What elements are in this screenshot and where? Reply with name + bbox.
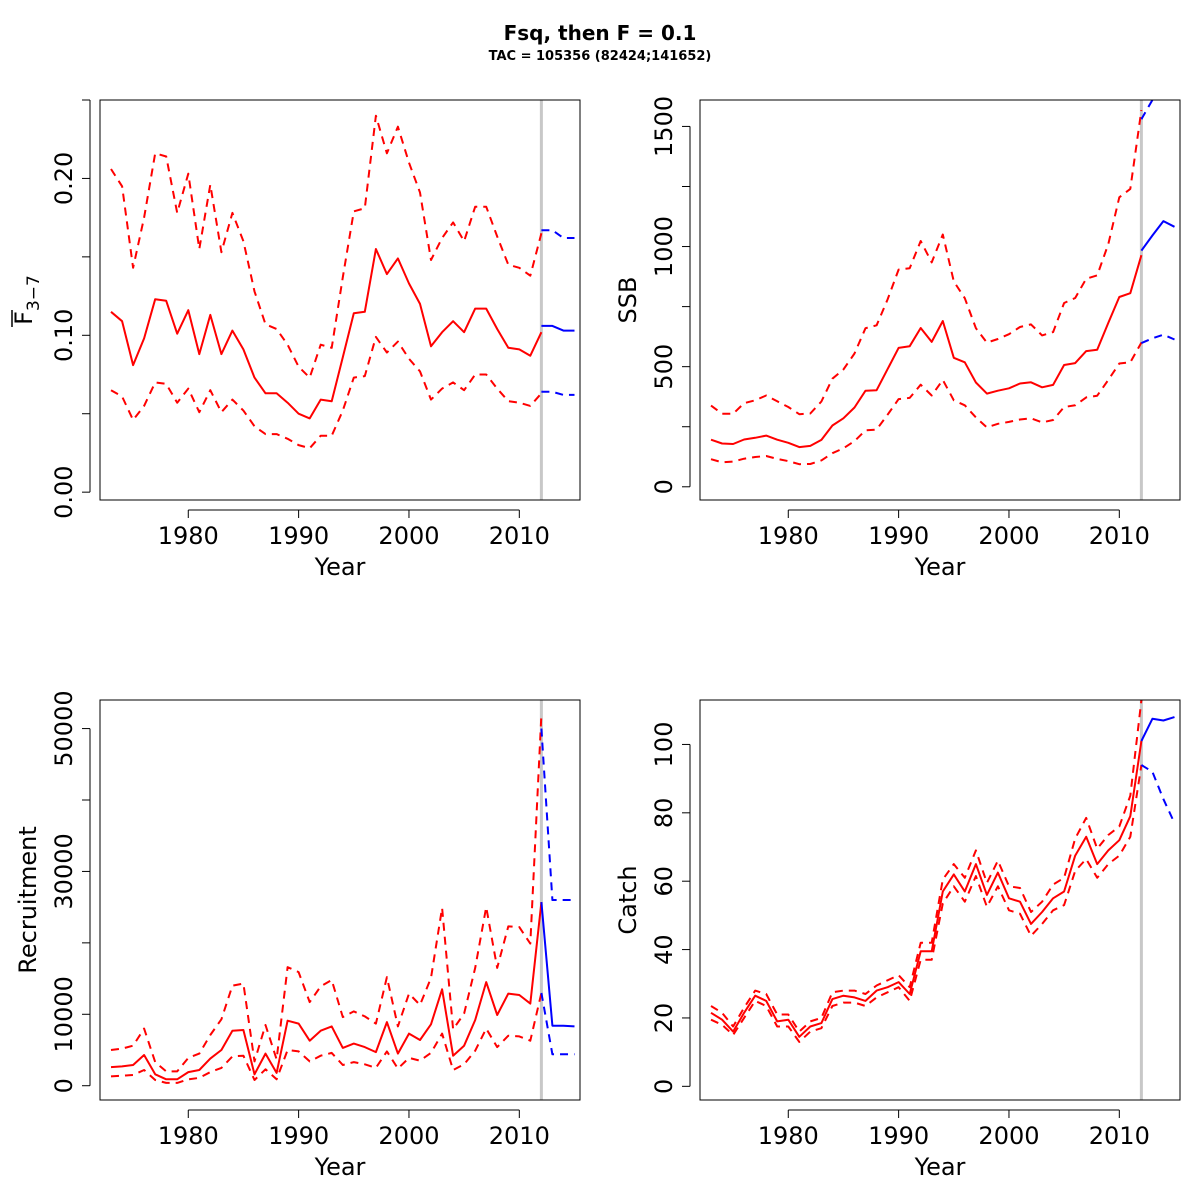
panel-ssb-projection-upper-line [1140,100,1154,120]
panel-catch-history-upper-line [710,700,1143,1033]
panel-catch-y-tick-label: 80 [650,798,678,829]
panel-f-mean-y-tick-label: 0.00 [50,465,78,518]
panel-catch-x-tick-label: 2000 [978,1122,1039,1150]
panel-recruitment-xlabel: Year [314,1153,366,1181]
panel-recruitment-x-tick-label: 1990 [268,1122,329,1150]
panel-catch-frame [699,699,1181,1101]
panel-ssb-x-tick-label: 1980 [758,522,819,550]
panel-recruitment-x-tick-label: 2010 [489,1122,550,1150]
panel-f-mean-projection-median-line [541,324,575,332]
panel-ssb-x-tick-label: 1990 [868,522,929,550]
panel-ssb-y-tick-label: 500 [650,344,678,390]
panel-recruitment-projection-lower-line [540,992,575,1056]
panel-recruitment-y-tick-label: 10000 [50,976,78,1052]
panel-ssb-history-lower-line [710,342,1143,466]
panel-recruitment-y-tick-label: 50000 [50,690,78,766]
panel-f-mean-y-tick-label: 0.20 [50,152,78,205]
panel-recruitment-projection-median-line [540,902,575,1028]
panel-ssb-ylabel: SSB [614,277,642,324]
panel-f-mean-plot: 0.00 0.10 0.20 1980 1990 2000 2010 [50,99,581,550]
panel-ssb-y-tick-label: 1000 [650,216,678,277]
panel-catch-xlabel: Year [914,1153,966,1181]
panel-catch-projection-lower-line [1140,764,1176,824]
panel-ssb-projection-lower-line [1141,333,1175,345]
panel-catch-plot: 0 20 40 60 80 100 1980 1990 2000 2010 [650,699,1181,1150]
panel-catch-y-tick-label: 40 [650,934,678,965]
panel-f-mean-x-tick-label: 2010 [489,522,550,550]
panel-catch-series [710,700,1176,1043]
panel-ssb-xlabel: Year [914,553,966,581]
panel-catch-ylabel: Catch [614,865,642,934]
panel-catch-projection-upper-line [1141,700,1143,701]
panel-ssb: 0 500 1000 1500 1980 1990 2000 2010 Year SSB [614,96,1181,581]
panel-recruitment-frame [99,699,581,1101]
panel-recruitment-projection-upper-line [540,728,575,901]
panel-catch-x-tick-label: 1990 [868,1122,929,1150]
figure-title: Fsq, then F = 0.1 [504,21,697,45]
panel-ssb-series [710,100,1175,466]
panel-recruitment-series [110,714,575,1084]
panel-f-mean-history-upper-line [110,114,543,379]
panel-f-mean-y-tick-label: 0.10 [50,309,78,362]
panel-ssb-projection-median-line [1140,220,1175,252]
panel-f-mean-x-tick-label: 1990 [268,522,329,550]
panel-recruitment-y-tick-label: 30000 [50,833,78,909]
panel-catch-projection-median-line [1140,716,1175,742]
panel-f-mean-projection-upper-line [541,229,575,239]
panel-f-mean-xlabel: Year [314,553,366,581]
panel-ssb-plot: 0 500 1000 1500 1980 1990 2000 2010 [650,96,1181,550]
panel-catch-y-tick-label: 100 [650,722,678,768]
panel-f-mean-frame [99,99,581,501]
panel-catch: 0 20 40 60 80 100 1980 1990 2000 2010 Year Catch [614,699,1181,1181]
panel-ssb-x-tick-label: 2000 [978,522,1039,550]
panel-ssb-history-median-line [710,254,1143,449]
panel-catch-x-tick-label: 1980 [758,1122,819,1150]
panel-recruitment-history-median-line [110,901,543,1081]
figure-subtitle: TAC = 105356 (82424;141652) [489,49,712,64]
panel-ssb-x-tick-label: 2010 [1089,522,1150,550]
panel-f-mean-x-tick-label: 2000 [378,522,439,550]
panel-catch-y-tick-label: 20 [650,1003,678,1034]
panel-ssb-history-upper-line [710,109,1143,416]
panel-f-mean: 0.00 0.10 0.20 1980 1990 2000 2010 Year F3−7 [10,99,581,581]
panel-recruitment-ylabel: Recruitment [14,826,42,973]
panel-f-mean-series [110,114,575,450]
panel-catch-x-tick-label: 2010 [1089,1122,1150,1150]
panel-f-mean-ylabel-main: F [10,311,38,325]
panel-ssb-frame [699,99,1181,501]
panel-catch-history-lower-line [710,764,1143,1043]
panel-ssb-y-tick-label: 1500 [650,96,678,157]
panel-recruitment-y-tick-label: 0 [50,1078,78,1093]
panel-recruitment-plot: 0 10000 30000 50000 1980 1990 2000 2010 [50,690,581,1150]
panel-f-mean-history-median-line [110,248,543,420]
panel-ssb-y-tick-label: 0 [650,479,678,494]
panel-recruitment: 0 10000 30000 50000 1980 1990 2000 2010 Year Re… [14,690,581,1181]
panel-f-mean-history-lower-line [110,335,543,450]
panel-f-mean-ylabel-sub: 3−7 [24,275,44,311]
panel-catch-history-median-line [710,740,1143,1038]
panel-catch-y-tick-label: 0 [650,1079,678,1094]
panel-f-mean-x-tick-label: 1980 [158,522,219,550]
panel-recruitment-x-tick-label: 2000 [378,1122,439,1150]
panel-recruitment-x-tick-label: 1980 [158,1122,219,1150]
panel-f-mean-ylabel: F3−7 [10,275,44,325]
panel-f-mean-projection-lower-line [541,390,575,396]
panel-catch-y-tick-label: 60 [650,866,678,897]
panel-recruitment-history-upper-line [110,714,543,1073]
panel-recruitment-history-lower-line [110,992,543,1084]
